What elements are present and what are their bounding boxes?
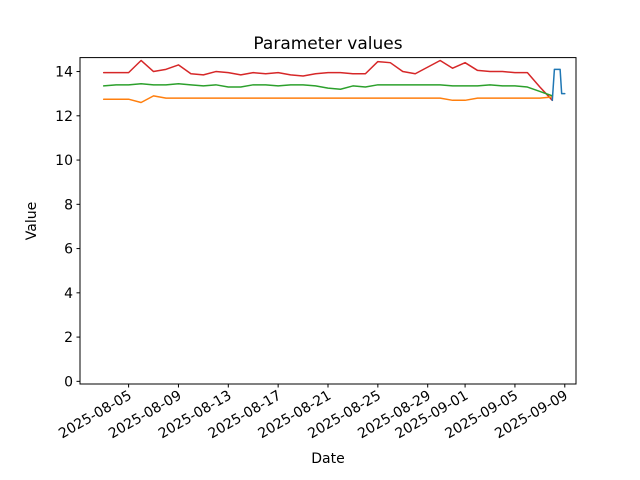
y-tick-label: 6 [64, 242, 73, 258]
x-axis-ticks: 2025-08-052025-08-092025-08-132025-08-17… [56, 384, 571, 442]
x-axis-label: Date [311, 451, 344, 467]
y-axis-ticks: 0 2 4 6 8 10 12 14 [55, 65, 80, 390]
y-tick-label: 0 [64, 374, 73, 390]
y-tick-label: 14 [55, 65, 73, 81]
chart-title: Parameter values [253, 34, 402, 54]
series-red-line [102, 59, 554, 102]
y-tick-label: 2 [64, 330, 73, 346]
y-tick-label: 4 [64, 286, 73, 302]
series-green-line [102, 82, 554, 97]
y-tick-label: 12 [55, 109, 73, 125]
y-tick-label: 8 [64, 197, 73, 213]
plot-border [79, 57, 577, 385]
y-tick-label: 10 [55, 153, 73, 169]
y-axis-label: Value [24, 202, 40, 240]
series-blue-line [551, 68, 566, 102]
series-lines [102, 59, 566, 104]
series-orange-line [102, 95, 554, 104]
